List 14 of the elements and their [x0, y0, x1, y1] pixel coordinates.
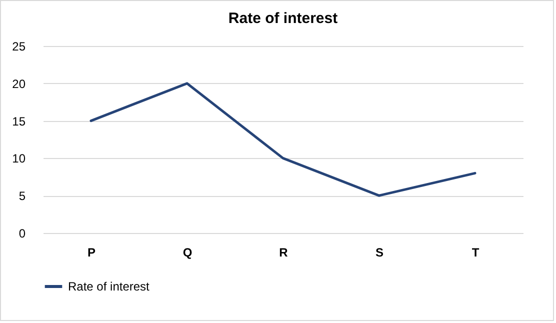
- y-tick-label: 0: [18, 226, 26, 240]
- x-tick-label: P: [87, 246, 96, 260]
- x-tick-label: S: [375, 246, 384, 260]
- chart-title: Rate of interest: [228, 10, 338, 27]
- line-series: [90, 82, 476, 197]
- y-tick-label: 10: [12, 152, 26, 166]
- legend-label: Rate of interest: [68, 280, 150, 294]
- y-tick-label: 20: [12, 76, 26, 91]
- y-tick-label: 15: [12, 114, 26, 128]
- y-tick-label: 5: [18, 189, 26, 204]
- x-tick-label: R: [279, 246, 288, 260]
- x-tick-label: T: [472, 246, 480, 260]
- x-tick-label: Q: [182, 246, 192, 260]
- y-tick-label: 25: [12, 40, 26, 54]
